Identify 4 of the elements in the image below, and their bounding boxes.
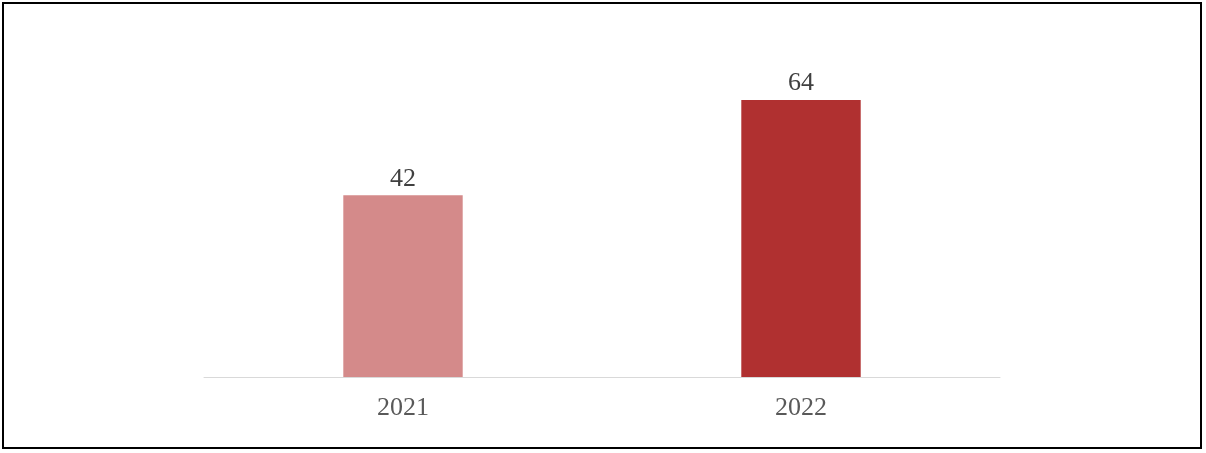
data-label: 42 (390, 162, 416, 192)
x-tick-label: 2021 (377, 391, 429, 421)
x-tick-label: 2022 (775, 391, 827, 421)
data-label: 64 (788, 67, 814, 97)
